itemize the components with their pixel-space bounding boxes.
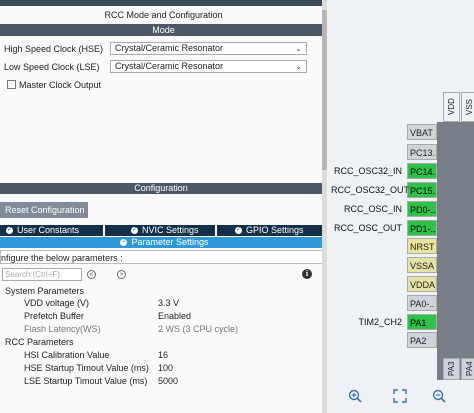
tab-nvic-settings[interactable]: ✓ NVIC Settings [105,225,215,236]
param-label: HSE Startup Timout Value (ms) [24,363,149,373]
pin-pa3[interactable]: PA3 [443,358,460,380]
configure-parameters-header: nfigure the below parameters : [0,250,324,264]
chip-body [437,122,474,380]
hse-select[interactable]: Crystal/Ceramic Resonator ⌄ [110,42,307,55]
signal-label: TIM2_CH2 [358,317,402,327]
top-strip [0,0,327,6]
scrollbar-thumb[interactable] [322,10,327,170]
rcc-parameters-group[interactable]: RCC Parameters [5,337,74,347]
pin-pa4[interactable]: PA4 [461,358,474,380]
param-value[interactable]: Enabled [158,311,192,321]
master-clock-checkbox[interactable] [7,80,16,89]
pin-vbat[interactable]: VBAT [407,124,437,140]
zoom-in-icon[interactable] [348,389,362,403]
check-icon: ✓ [131,227,138,235]
tab-user-constants[interactable]: ✓ User Constants [0,225,103,236]
fit-screen-icon[interactable] [393,389,407,403]
pin-vssa[interactable]: VSSA [407,257,437,273]
pin-pc15[interactable]: PC15.. [407,182,437,198]
param-label: Flash Latency(WS) [24,324,101,334]
search-next-button[interactable]: > [117,270,126,279]
signal-label: RCC_OSC_OUT [333,223,402,233]
master-clock-label: Master Clock Output [19,80,102,90]
tab-gpio-settings[interactable]: ✓ GPIO Settings [217,225,323,236]
check-icon: ✓ [120,239,128,247]
param-value[interactable]: 16 [158,350,169,360]
pin-pa1[interactable]: PA1 [407,314,437,330]
reset-configuration-button[interactable]: Reset Configuration [0,202,88,218]
param-label: HSI Calibration Value [24,350,110,360]
param-value: 2 WS (3 CPU cycle) [158,324,239,334]
info-icon[interactable]: i [302,269,312,279]
lse-select-value: Crystal/Ceramic Resonator [115,61,224,71]
param-value[interactable]: 100 [158,363,174,373]
param-label: Prefetch Buffer [24,311,84,321]
chevron-down-icon: ⌄ [295,44,302,53]
pin-pd1[interactable]: PD1-.. [407,220,437,236]
signal-label: RCC_OSC32_OUT [331,185,410,195]
param-value[interactable]: 5000 [158,376,179,386]
param-label: LSE Startup Timout Value (ms) [24,376,148,386]
pin-pc14[interactable]: PC14.. [407,163,437,179]
pin-pa2[interactable]: PA2 [407,332,437,348]
check-icon: ✓ [6,227,13,235]
configuration-header: Configuration [0,183,322,194]
tab-parameter-settings[interactable]: ✓ Parameter Settings [0,237,323,248]
chevron-down-icon: ⌄ [295,62,302,71]
signal-label: RCC_OSC_IN [343,204,402,214]
param-label: VDD voltage (V) [24,298,90,308]
lse-label: Low Speed Clock (LSE) [4,62,100,72]
pin-vss[interactable]: VSS [461,92,474,122]
system-parameters-group[interactable]: System Parameters [5,286,85,296]
panel-title: RCC Mode and Configuration [104,10,223,20]
search-prev-button[interactable]: < [87,270,96,279]
check-icon: ✓ [235,227,242,235]
param-value[interactable]: 3.3 V [158,298,180,308]
hse-label: High Speed Clock (HSE) [4,44,104,54]
pin-vdd[interactable]: VDD [443,92,460,122]
signal-label: RCC_OSC32_IN [333,166,402,176]
panel-scrollbar[interactable] [322,0,327,413]
pin-nrst[interactable]: NRST [407,238,437,254]
pin-pc13[interactable]: PC13.. [407,144,437,160]
mode-header: Mode [0,24,327,36]
pin-pa0[interactable]: PA0-.. [407,295,437,311]
hse-select-value: Crystal/Ceramic Resonator [115,43,224,53]
pin-pd0[interactable]: PD0-.. [407,201,437,217]
lse-select[interactable]: Crystal/Ceramic Resonator ⌄ [110,60,307,73]
pin-vdda[interactable]: VDDA [407,276,437,292]
zoom-out-icon[interactable] [432,389,446,403]
search-input[interactable]: Search (Ctrl+F) [2,268,82,281]
